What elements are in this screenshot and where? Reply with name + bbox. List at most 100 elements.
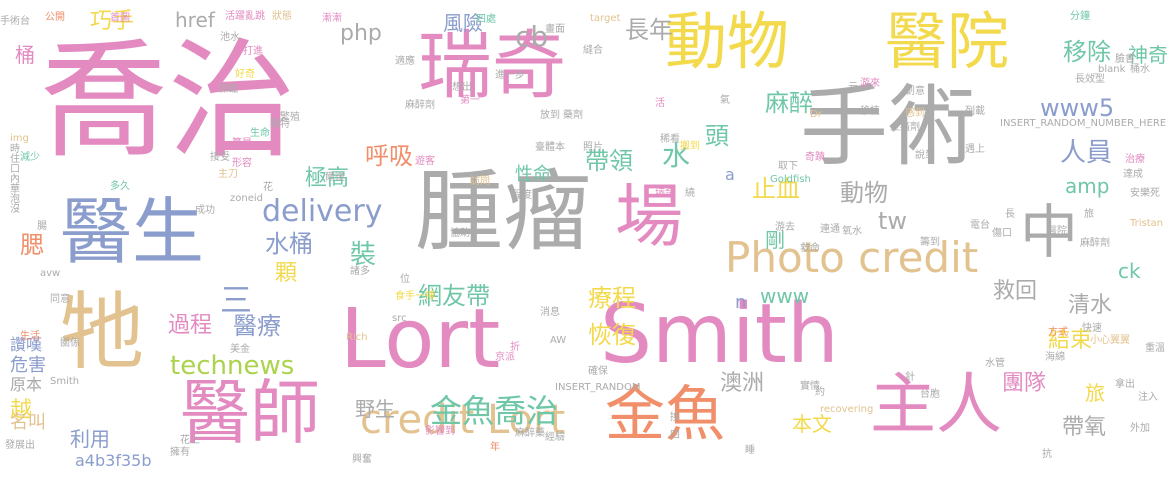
word-term-115: 發展出 [5, 440, 35, 451]
word-term-124: 針 [905, 372, 915, 383]
word-term-203: 泡 [10, 194, 20, 205]
word-term-33: 動物 [840, 179, 888, 207]
word-term-69: 神奇 [1128, 43, 1168, 67]
word-term-129: 京派 [495, 352, 515, 363]
word-term-150: 移植 [860, 106, 880, 117]
word-term-204: 沒 [10, 204, 20, 215]
word-term-108: 多久 [110, 181, 130, 192]
word-term-120: 注入 [1138, 392, 1158, 403]
word-term-146: 程度 [512, 190, 532, 201]
word-term-181: 畫面 [545, 24, 565, 35]
word-term-26: 人員 [1060, 138, 1113, 168]
word-smith-11: Smith [600, 287, 839, 382]
word-term-52: 澳洲 [720, 371, 765, 396]
word-aw-113: AW [550, 335, 567, 346]
word-term-171: 達成 [1123, 169, 1143, 180]
word-term-145: 瑞奇 [655, 187, 675, 198]
word-term-76: 活躍亂跳 [225, 11, 265, 22]
word-term-3: 醫院 [885, 5, 1010, 78]
word-term-35: 性命 [515, 164, 551, 185]
word-lort-10: Lort [340, 292, 501, 387]
word-rich-112: Rich [346, 332, 368, 343]
word-term-194: 花 [263, 182, 273, 193]
word-term-23: 長年 [625, 16, 673, 44]
word-term-151: 創意 [905, 86, 925, 97]
word-zoneid-109: zoneid [230, 193, 263, 204]
word-term-155: 列載 [965, 106, 985, 117]
word-term-73: 手術台 [0, 16, 30, 27]
word-term-95: 台胞 [920, 389, 940, 400]
word-term-130: 重溫 [1145, 343, 1165, 354]
word-term-178: 爾後 [325, 172, 345, 183]
word-smith-111: Smith [50, 376, 80, 387]
word-term-198: 時 [10, 144, 20, 155]
word-term-127: 關係 [60, 338, 80, 349]
word-term-179: 擁有 [170, 447, 190, 458]
word-amp-32: amp [1065, 174, 1110, 198]
word-term-55: 野生 [355, 397, 395, 421]
word-term-163: 生命 [250, 128, 270, 139]
word-term-138: 游去 [775, 222, 795, 233]
word-term-74: 公開 [45, 12, 65, 23]
word-term-143: 連通 [820, 224, 840, 235]
word-term-30: 帶領 [585, 147, 633, 175]
word-term-123: 水管 [985, 358, 1005, 369]
word-term-25: 麻醉 [765, 89, 813, 117]
word-term-66: 巧手 [90, 9, 135, 34]
word-term-196: 腸 [37, 221, 47, 232]
word-term-160: 獨特 [270, 119, 290, 130]
word-term-40: 顆 [275, 261, 298, 286]
word-term-158: 治療 [1125, 154, 1145, 165]
word-term-174: 適應 [395, 56, 415, 67]
word-term-39: 剛 [765, 228, 785, 252]
word-term-125: 方式 [1048, 327, 1068, 338]
word-term-64: 腮 [20, 231, 44, 259]
word-term-82: 池水 [220, 32, 240, 43]
word-term-180: 實情 [800, 381, 820, 392]
word-term-175: 麻醉劑 [405, 100, 435, 111]
word-img-106: img [10, 133, 29, 144]
word-term-7: 場 [615, 178, 684, 257]
word-term-97: 麻醉藥 [515, 428, 545, 439]
word-term-154: 止痛劑 [890, 122, 920, 133]
word-term-147: 訪問 [470, 176, 490, 187]
word-term-42: 療程 [588, 284, 636, 312]
word-term-176: 想出 [452, 82, 472, 93]
word-term-161: 打進 [243, 46, 263, 57]
word-term-191: 睡 [745, 445, 755, 456]
word-term-140: 氧水 [842, 226, 862, 237]
word-www-43: www [760, 284, 810, 308]
word-term-170: 臉書 [1115, 54, 1135, 65]
word-term-28: 水 [662, 139, 691, 172]
word-term-199: 住 [10, 154, 20, 165]
word-term-48: 恢復 [588, 321, 636, 349]
word-term-5: 腫瘤 [415, 160, 592, 263]
word-term-53: 本文 [792, 412, 832, 436]
word-term-141: 傷口 [992, 228, 1012, 239]
word-term-78: 漸漸 [322, 13, 342, 24]
word-term-190: 四 [670, 430, 680, 441]
word-term-75: 首圖 [110, 13, 130, 24]
word-term-27: 呼吸 [365, 142, 413, 170]
word-term-157: 稀看 [660, 134, 680, 145]
word-n-71: n [735, 292, 747, 313]
word-term-84: 桶水 [1130, 64, 1150, 75]
word-term-61: 名叫 [10, 412, 46, 433]
word-term-152: 感到 [905, 108, 925, 119]
word-term-197: 氣 [720, 95, 730, 106]
word-term-195: 旅 [1084, 209, 1094, 220]
word-term-136: 食手一搏 [395, 291, 435, 302]
word-term-122: 海綿 [1045, 352, 1065, 363]
word-term-13: 金魚 [605, 380, 725, 450]
word-term-68: 風險 [443, 11, 483, 35]
word-a4b3f35b-57: a4b3f35b [75, 451, 152, 470]
word-term-193: 年 [490, 442, 500, 453]
word-term-99: 照片 [583, 142, 603, 153]
word-term-133: 美金 [230, 344, 250, 355]
word-term-47: 醫療 [233, 312, 281, 340]
word-term-184: 活 [655, 98, 665, 109]
word-term-153: 游來 [860, 78, 880, 89]
word-term-63: 三 [220, 281, 253, 319]
word-term-37: 裝 [350, 240, 377, 270]
